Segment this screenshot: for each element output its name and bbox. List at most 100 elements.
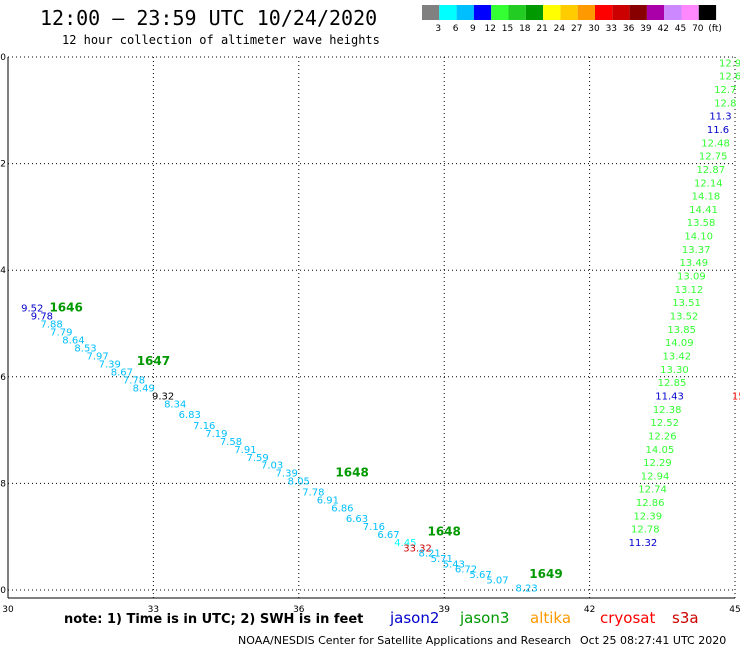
swh-value: 14.05 xyxy=(646,445,675,456)
x-tick-label: 42 xyxy=(584,605,595,615)
swh-value: 12.86 xyxy=(636,498,665,509)
legend-label: 36 xyxy=(623,24,635,34)
swh-value: 12.9 xyxy=(719,58,740,69)
swh-value: 12.87 xyxy=(696,165,725,176)
swh-value: 8.23 xyxy=(515,583,537,594)
x-tick-label: 45 xyxy=(729,605,740,615)
swh-value: 12.7 xyxy=(714,85,736,96)
y-tick-label: -58 xyxy=(0,479,6,489)
swh-value: 11.32 xyxy=(629,538,658,549)
legend-swatch xyxy=(629,5,647,20)
legend-label: 45 xyxy=(675,24,686,34)
swh-value: 14.18 xyxy=(692,192,721,203)
swh-value: 8.21 xyxy=(419,549,441,560)
legend-label: (ft) xyxy=(708,24,722,34)
axes: 30 33 36 39 42 45 -50 -52 -54 -56 -58 -60 xyxy=(0,53,740,615)
swh-value: 7.19 xyxy=(205,429,227,440)
legend-swatch xyxy=(473,5,492,20)
swh-value: 12.8 xyxy=(714,98,736,109)
legend-swatch xyxy=(681,5,699,20)
legend-swatch xyxy=(456,5,474,20)
legend-label: 3 xyxy=(435,24,441,34)
legend-swatch xyxy=(439,5,457,20)
swh-value: 12.48 xyxy=(701,138,730,149)
legend-label: 24 xyxy=(554,24,566,34)
swh-value: 13.09 xyxy=(677,272,706,283)
legend-label: 21 xyxy=(536,24,547,34)
legend-swatch xyxy=(491,5,509,20)
swh-value: 12.6 xyxy=(719,72,740,83)
swh-value: 8.34 xyxy=(164,399,186,410)
swh-value: 6.86 xyxy=(331,503,353,514)
swh-value: 12.29 xyxy=(643,458,672,469)
legend-label: 33 xyxy=(606,24,617,34)
legend-swatch xyxy=(595,5,613,20)
swh-value: 7.78 xyxy=(302,487,324,498)
legend-swatch xyxy=(525,5,544,20)
swh-value: 12.74 xyxy=(638,485,667,496)
mission-cryosat: cryosat xyxy=(600,609,656,627)
legend-label: 39 xyxy=(640,24,652,34)
swh-value: 7.03 xyxy=(261,461,283,472)
page-subtitle: 12 hour collection of altimeter wave hei… xyxy=(62,33,380,47)
swh-value: 7.91 xyxy=(234,445,256,456)
swh-value: 14.41 xyxy=(689,205,718,216)
swh-value: 7.16 xyxy=(193,421,215,432)
swh-value: 7.97 xyxy=(87,351,109,362)
swh-value: 6.67 xyxy=(377,530,399,541)
swh-value: 13.85 xyxy=(667,325,696,336)
swh-value: 14.09 xyxy=(665,338,694,349)
legend-label: 12 xyxy=(484,24,495,34)
y-tick-label: -50 xyxy=(0,53,6,63)
x-tick-label: 39 xyxy=(438,605,450,615)
swh-value: 5.07 xyxy=(486,575,508,586)
legend-swatch xyxy=(646,5,665,20)
footer-note: note: 1) Time is in UTC; 2) SWH is in fe… xyxy=(64,612,364,627)
swh-value: 8.49 xyxy=(133,383,155,394)
swh-value: 9.52 xyxy=(21,304,43,315)
swh-value: 5.43 xyxy=(443,559,465,570)
credit-text: NOAA/NESDIS Center for Satellite Applica… xyxy=(238,634,572,647)
x-tick-label: 36 xyxy=(293,605,305,615)
swh-value: 7.88 xyxy=(40,320,62,331)
swh-value: 9.78 xyxy=(31,312,53,323)
time-label: 1646 xyxy=(49,301,82,315)
swh-value: 8.64 xyxy=(62,335,84,346)
x-tick-label: 33 xyxy=(148,605,159,615)
swh-value: 7.78 xyxy=(123,375,145,386)
swh-value: 13.52 xyxy=(670,312,699,323)
swh-values: 9.529.787.887.798.648.537.977.398.677.78… xyxy=(21,58,740,594)
swh-value: 12.39 xyxy=(633,511,662,522)
swh-value: 13.58 xyxy=(687,218,716,229)
swh-value: 12.26 xyxy=(648,431,677,442)
grid xyxy=(8,56,736,598)
swh-value: 7.16 xyxy=(363,522,385,533)
legend-label: 30 xyxy=(588,24,600,34)
swh-value: 12.52 xyxy=(650,418,679,429)
swh-value: 12.85 xyxy=(658,378,687,389)
legend-label: 15 xyxy=(502,24,513,34)
legend-swatch xyxy=(664,5,682,20)
swh-value: 7.39 xyxy=(99,359,121,370)
swh-value: 6.91 xyxy=(317,495,339,506)
mission-jason2: jason2 xyxy=(390,609,440,627)
swh-value: 7.39 xyxy=(276,469,298,480)
swh-value: 7.58 xyxy=(220,437,242,448)
swh-value: 9.32 xyxy=(152,391,174,402)
time-label: 1647 xyxy=(137,354,170,368)
legend-swatch xyxy=(508,5,526,20)
swh-value: 15. xyxy=(732,391,740,402)
legend-label: 6 xyxy=(453,24,459,34)
swh-value: 11.6 xyxy=(707,125,729,136)
swh-value: 11.43 xyxy=(655,391,684,402)
swh-value: 12.75 xyxy=(699,152,728,163)
swh-value: 8.05 xyxy=(288,477,310,488)
page-title: 12:00 – 23:59 UTC 10/24/2020 xyxy=(40,6,378,30)
legend-label: 70 xyxy=(692,24,704,34)
time-label: 1648 xyxy=(335,466,368,480)
swh-value: 13.30 xyxy=(660,365,689,376)
color-legend: 3 6 9 12 15 18 21 24 27 30 33 36 39 42 45 70 (ft) xyxy=(422,5,722,34)
mission-s3a: s3a xyxy=(672,609,699,627)
y-tick-label: -56 xyxy=(0,373,6,383)
